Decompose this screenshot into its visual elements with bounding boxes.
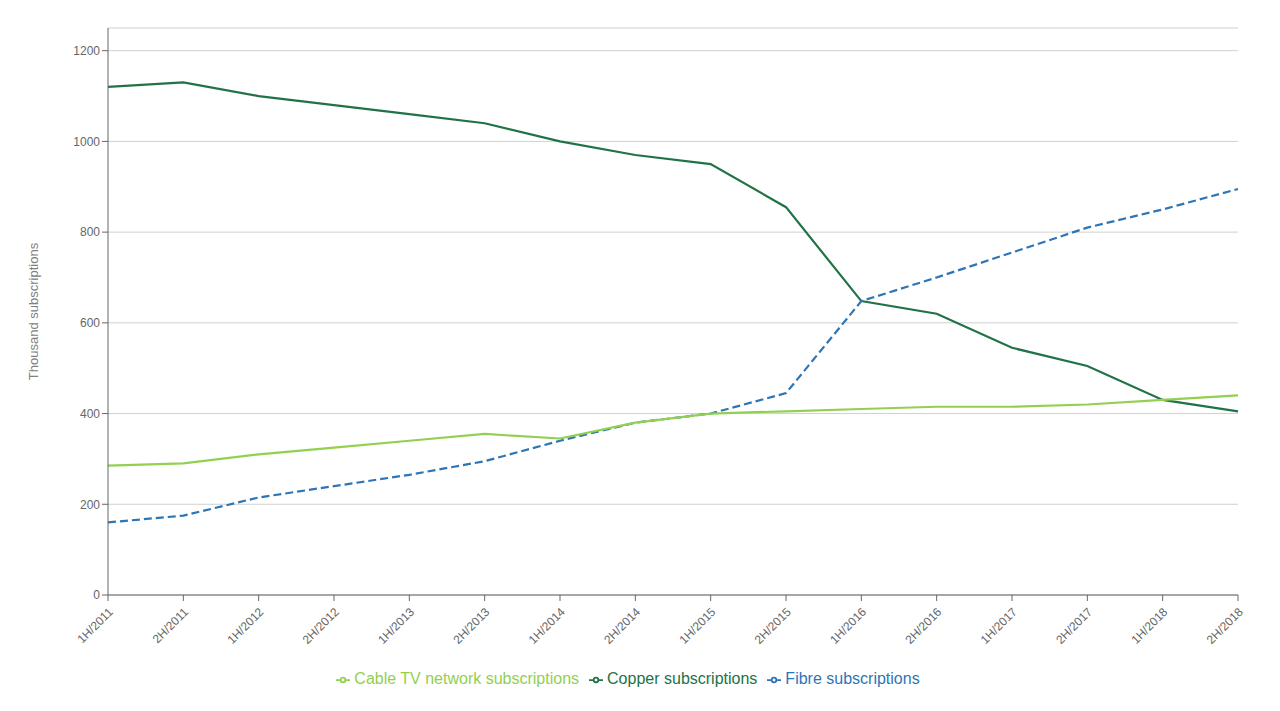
svg-text:1200: 1200 <box>73 44 100 58</box>
svg-text:2H/2015: 2H/2015 <box>752 605 794 647</box>
svg-text:200: 200 <box>80 498 100 512</box>
svg-text:1H/2011: 1H/2011 <box>74 605 116 647</box>
svg-text:1H/2017: 1H/2017 <box>978 605 1020 647</box>
svg-text:1H/2015: 1H/2015 <box>676 605 718 647</box>
svg-text:1H/2018: 1H/2018 <box>1128 605 1170 647</box>
svg-text:2H/2012: 2H/2012 <box>300 605 342 647</box>
svg-text:2H/2011: 2H/2011 <box>150 605 192 647</box>
svg-text:1H/2014: 1H/2014 <box>526 605 568 647</box>
svg-text:2H/2013: 2H/2013 <box>450 605 492 647</box>
svg-text:Thousand subscriptions: Thousand subscriptions <box>26 242 41 380</box>
svg-text:1H/2012: 1H/2012 <box>224 605 266 647</box>
html-text:Cable TV network subscriptions: Cable TV network subscriptions <box>354 670 580 687</box>
svg-text:400: 400 <box>80 407 100 421</box>
svg-text:1H/2016: 1H/2016 <box>827 605 869 647</box>
svg-text:2H/2016: 2H/2016 <box>902 605 944 647</box>
html-text:Copper subscriptions: Copper subscriptions <box>607 670 758 687</box>
svg-text:2H/2018: 2H/2018 <box>1204 605 1246 647</box>
svg-text:2H/2017: 2H/2017 <box>1053 605 1095 647</box>
svg-text:1H/2013: 1H/2013 <box>375 605 417 647</box>
svg-text:800: 800 <box>80 225 100 239</box>
svg-text:600: 600 <box>80 316 100 330</box>
html-text:Fibre subscriptions: Fibre subscriptions <box>785 670 920 687</box>
svg-text:0: 0 <box>93 588 100 602</box>
svg-text:2H/2014: 2H/2014 <box>601 605 643 647</box>
svg-text:1000: 1000 <box>73 135 100 149</box>
